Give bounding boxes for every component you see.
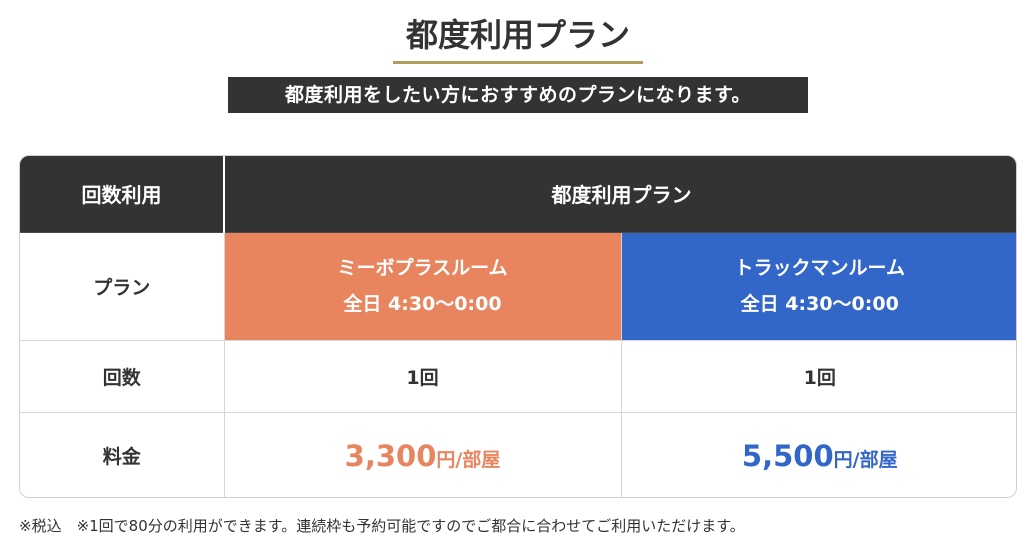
table-row-plan: プラン ミーボプラスルーム 全日 4:30〜0:00 トラックマンルーム 全日 … [20,231,1016,341]
plan-hours: 全日 4:30〜0:00 [740,293,899,315]
price-value: 5,500 [741,438,834,473]
count-trackman-room: 1回 [620,339,1016,413]
title-underline [393,61,643,64]
plan-mevo-plus-room: ミーボプラスルーム 全日 4:30〜0:00 [223,231,622,341]
subtitle-banner: 都度利用をしたい方におすすめのプランになります。 [228,77,808,113]
price-per: /部屋 [455,448,501,471]
page-title: 都度利用プラン [405,16,630,54]
footnote: ※税込 ※1回で80分の利用ができます。連続枠も予約可能ですのでご都合に合わせて… [19,517,745,535]
plan-name: ミーボプラスルーム [337,257,508,279]
plan-trackman-room: トラックマンルーム 全日 4:30〜0:00 [620,231,1016,341]
price-per: /部屋 [852,448,898,471]
table-row-price: 料金 3,300円/部屋 5,500円/部屋 [20,411,1016,497]
header-usage-type: 回数利用 [20,156,225,233]
count-mevo-plus-room: 1回 [223,339,622,413]
price-unit: 円 [436,448,456,471]
plan-table: 回数利用 都度利用プラン プラン ミーボプラスルーム 全日 4:30〜0:00 … [19,155,1017,498]
plan-hours: 全日 4:30〜0:00 [343,293,502,315]
header-plan-name: 都度利用プラン [223,156,1016,233]
row-label-count: 回数 [20,339,225,413]
table-header-row: 回数利用 都度利用プラン [20,156,1016,233]
price-unit: 円 [833,448,853,471]
row-label-plan: プラン [20,231,225,341]
price-value: 3,300 [344,438,437,473]
row-label-price: 料金 [20,411,225,497]
table-row-count: 回数 1回 1回 [20,339,1016,413]
price-mevo-plus-room: 3,300円/部屋 [223,411,622,497]
plan-name: トラックマンルーム [734,257,905,279]
price-trackman-room: 5,500円/部屋 [620,411,1016,497]
